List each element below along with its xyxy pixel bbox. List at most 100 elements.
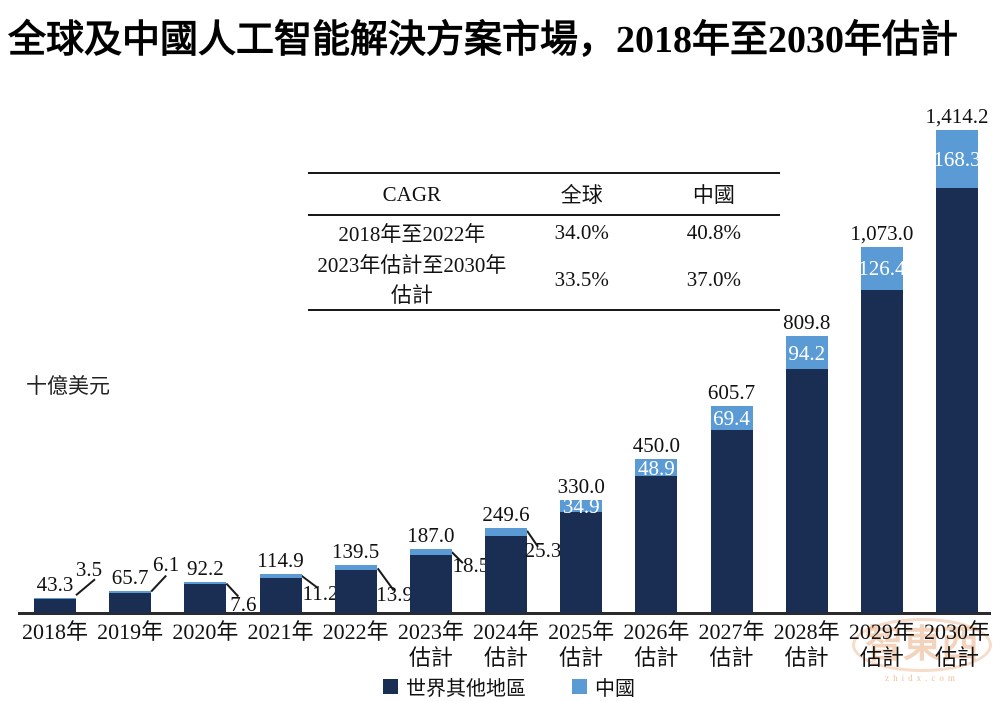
china-value-label: 48.9	[637, 455, 675, 480]
zhidx-logo-text: 智東西	[851, 618, 992, 672]
x-axis-sublabel: 估計	[784, 645, 829, 670]
bar-segment-rest-of-world	[259, 577, 302, 613]
total-value-label: 43.3	[36, 572, 74, 597]
total-value-label: 114.9	[257, 547, 304, 572]
x-axis-label: 2024年	[473, 619, 540, 644]
cagr-global-value: 34.0%	[554, 220, 609, 244]
x-axis-label: 2029年	[848, 619, 915, 644]
total-value-label: 450.0	[632, 433, 680, 458]
total-value-label: 1,414.2	[925, 104, 989, 129]
bar-segment-china	[635, 459, 678, 476]
china-value-label: 11.2	[302, 580, 339, 605]
x-axis-sublabel: 估計	[709, 645, 754, 670]
legend-label-china: 中國	[595, 678, 635, 700]
bar-segment-china	[710, 406, 753, 430]
x-axis-sublabel: 估計	[634, 645, 679, 670]
bar-segment-china	[936, 130, 979, 188]
cagr-table-header-china: 中國	[692, 183, 735, 207]
x-axis-label: 2022年	[322, 619, 389, 644]
total-value-label: 65.7	[111, 564, 149, 589]
cagr-table-row-2018-2022: 2018年至2022年 34.0% 40.8%	[308, 215, 780, 249]
china-value-label: 6.1	[153, 551, 180, 576]
x-axis-label: 2026年	[623, 619, 690, 644]
cagr-china-value: 40.8%	[686, 220, 742, 244]
x-axis-sublabel: 估計	[935, 645, 980, 670]
chart-legend: 世界其他地區 中國	[383, 672, 635, 701]
cagr-table-row-2023-2030: 2023年估計至2030年估計 33.5% 37.0%	[308, 249, 780, 310]
page-title: 全球及中國人工智能解決方案市場，2018年至2030年估計	[8, 19, 959, 61]
total-value-label: 809.8	[783, 310, 831, 335]
x-axis-line	[18, 612, 991, 615]
bar-segment-rest-of-world	[785, 368, 828, 613]
x-axis-sublabel: 估計	[484, 645, 529, 670]
x-axis-label: 2023年	[397, 619, 464, 644]
bar-segment-rest-of-world	[109, 592, 152, 613]
total-value-label: 1,073.0	[850, 220, 914, 245]
total-value-label: 187.0	[407, 523, 455, 548]
x-axis-label: 2019年	[97, 619, 164, 644]
china-value-label: 7.6	[230, 591, 257, 616]
bar-segment-rest-of-world	[409, 555, 452, 613]
total-value-label: 605.7	[707, 380, 756, 405]
bar-segment-china	[259, 573, 302, 578]
cagr-row-label: 2018年至2022年	[338, 221, 486, 246]
bar-segment-china	[334, 565, 377, 571]
x-axis-label: 2018年	[21, 619, 88, 644]
legend-swatch-china	[572, 679, 587, 694]
bar-segment-rest-of-world	[560, 512, 603, 613]
total-value-label: 249.6	[482, 501, 530, 526]
bar-segment-rest-of-world	[860, 289, 903, 613]
bar-segment-china	[184, 581, 227, 585]
china-value-label: 126.4	[858, 256, 906, 281]
total-value-label: 330.0	[557, 474, 605, 499]
total-value-label: 92.2	[186, 555, 224, 580]
legend-label-rest-of-world: 世界其他地區	[406, 678, 526, 700]
legend-item-china: 中國	[572, 672, 635, 701]
bar-segment-rest-of-world	[710, 429, 753, 613]
bar-segment-rest-of-world	[936, 187, 979, 613]
bar-segment-rest-of-world	[34, 599, 76, 613]
china-value-label: 34.9	[562, 494, 600, 519]
cagr-global-value: 33.5%	[554, 266, 609, 291]
x-axis-label: 2028年	[773, 619, 840, 644]
china-value-label: 94.2	[788, 340, 826, 365]
legend-item-rest-of-world: 世界其他地區	[383, 672, 526, 701]
y-axis-unit-label: 十億美元	[26, 374, 110, 398]
bar-segment-rest-of-world	[184, 584, 227, 613]
bar-segment-china	[785, 336, 828, 369]
cagr-table-header-cagr: CAGR	[382, 181, 442, 206]
x-axis-label: 2020年	[172, 619, 239, 644]
cagr-table-header-global: 全球	[560, 183, 603, 207]
china-value-label: 18.5	[452, 553, 490, 578]
bar-segment-rest-of-world	[334, 570, 377, 613]
legend-swatch-rest-of-world	[383, 679, 398, 694]
china-value-label: 13.9	[376, 582, 414, 607]
bar-segment-china	[485, 527, 528, 537]
x-axis-sublabel: 估計	[559, 645, 604, 670]
cagr-table-header-row: CAGR 全球 中國	[308, 173, 780, 215]
bar-segment-china	[109, 590, 152, 593]
cagr-table: CAGR 全球 中國 2018年至2022年 34.0% 40.8% 2023年…	[308, 172, 780, 311]
x-axis-label: 2021年	[247, 619, 314, 644]
x-axis-label: 2025年	[548, 619, 615, 644]
zhidx-watermark: 智東西 zhidx.com	[846, 618, 998, 683]
china-value-label: 25.3	[524, 537, 562, 562]
china-value-label: 168.3	[933, 146, 981, 171]
total-value-label: 139.5	[332, 539, 380, 564]
x-axis-label: 2027年	[698, 619, 765, 644]
bar-segment-china	[34, 598, 76, 600]
bar-segment-china	[409, 549, 452, 556]
bar-segment-rest-of-world	[635, 476, 678, 613]
cagr-china-value: 37.0%	[686, 266, 742, 291]
china-value-label: 69.4	[713, 406, 750, 430]
bar-segment-china	[860, 246, 903, 290]
x-axis-label: 2030年	[924, 619, 991, 644]
bar-segment-rest-of-world	[485, 536, 528, 613]
x-axis-sublabel: 估計	[408, 645, 453, 670]
china-value-label: 3.5	[75, 557, 103, 582]
bar-segment-china	[560, 500, 603, 513]
zhidx-domain-text: zhidx.com	[885, 673, 959, 683]
cagr-row-label: 2023年估計至2030年估計	[317, 253, 507, 307]
